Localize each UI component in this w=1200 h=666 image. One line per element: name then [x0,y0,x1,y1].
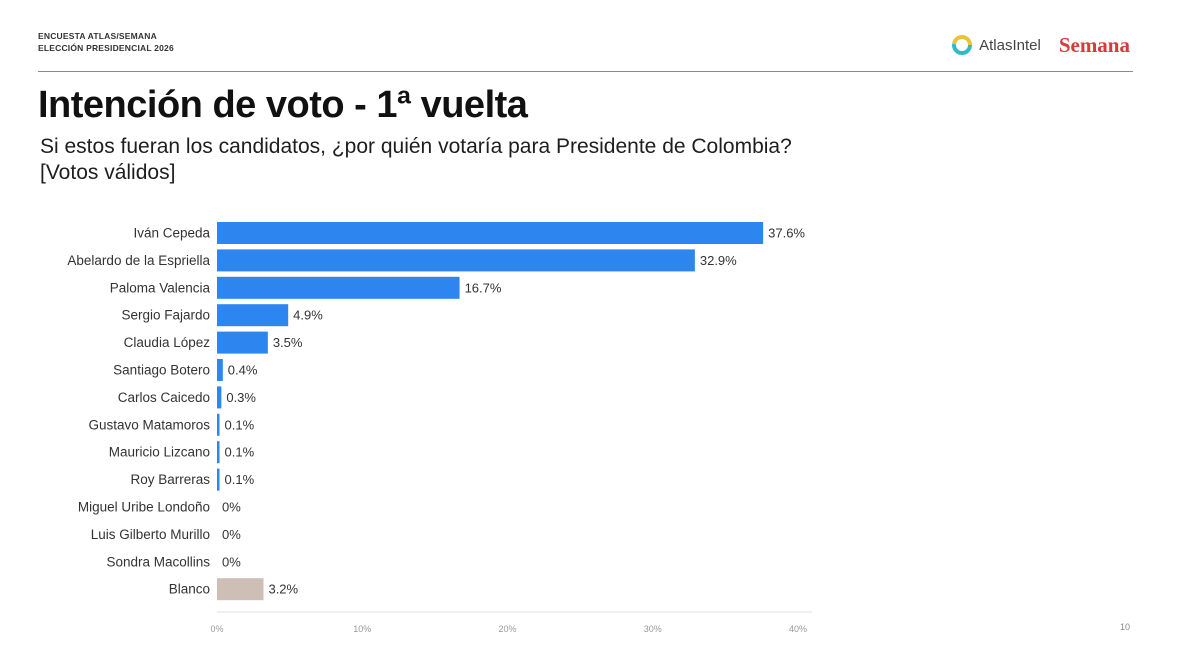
value-label: 16.7% [465,280,502,295]
value-label: 3.5% [273,335,303,350]
bar [217,304,289,327]
value-label: 0.1% [225,417,255,432]
category-label: Sergio Fajardo [121,308,210,323]
x-tick-label: 0% [210,624,223,634]
category-label: Iván Cepeda [133,226,210,241]
bar [217,222,764,244]
category-label: Carlos Caicedo [118,390,210,405]
value-label: 0.1% [225,445,255,460]
bar [217,386,222,409]
category-label: Miguel Uribe Londoño [78,500,210,515]
value-label: 0% [222,500,241,515]
header-divider [38,71,1133,72]
x-tick-label: 40% [789,624,807,634]
category-label: Claudia López [124,335,211,350]
bar [217,413,220,436]
bar [217,359,223,381]
chart-title: Intención de voto - 1ª vuelta [38,84,528,126]
bar [217,441,220,464]
bar [217,331,268,354]
category-label: Roy Barreras [130,472,210,487]
value-label: 0% [222,527,241,542]
value-label: 0.1% [225,472,255,487]
x-tick-label: 20% [498,624,516,634]
bar [217,578,264,601]
category-label: Blanco [169,582,210,597]
value-label: 32.9% [700,253,737,268]
x-tick-label: 10% [353,624,371,634]
chart-subtitle: Si estos fueran los candidatos, ¿por qui… [40,134,792,186]
value-label: 0% [222,554,241,569]
value-label: 37.6% [768,226,805,241]
chart-question: Si estos fueran los candidatos, ¿por qui… [40,135,792,158]
category-label: Paloma Valencia [110,280,211,295]
value-label: 0.3% [226,390,256,405]
bar [217,276,460,299]
survey-election: ELECCIÓN PRESIDENCIAL 2026 [38,43,174,53]
category-label: Gustavo Matamoros [88,417,210,432]
category-label: Luis Gilberto Murillo [91,527,210,542]
page-number: 10 [1120,622,1131,632]
atlasintel-logo: AtlasIntel [951,34,1041,56]
value-label: 0.4% [228,363,258,378]
bar [217,249,695,272]
atlasintel-wordmark: AtlasIntel [979,36,1041,54]
category-label: Santiago Botero [113,363,210,378]
atlasintel-ring-icon [952,35,973,55]
category-label: Mauricio Lizcano [109,445,210,460]
bar [217,468,220,491]
brand-logos: AtlasIntel Semana [951,30,1130,60]
semana-logo: Semana [1058,32,1130,57]
category-label: Abelardo de la Espriella [67,253,210,268]
x-tick-label: 30% [644,624,662,634]
value-label: 3.2% [268,582,298,597]
survey-name: ENCUESTA ATLAS/SEMANA [38,31,157,41]
chart-note: [Votos válidos] [40,161,176,184]
value-label: 4.9% [293,308,323,323]
survey-header: ENCUESTA ATLAS/SEMANA ELECCIÓN PRESIDENC… [38,30,174,54]
category-label: Sondra Macollins [106,554,210,569]
